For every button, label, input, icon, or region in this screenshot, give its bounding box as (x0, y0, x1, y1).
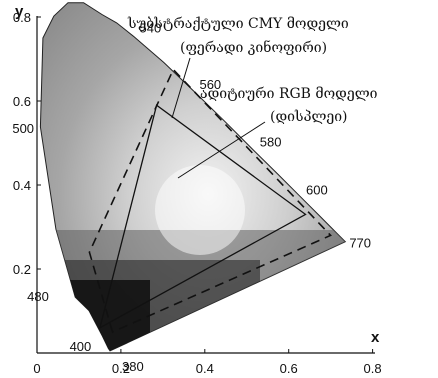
wavelength-label: 380 (122, 359, 144, 374)
x-axis-label: x (371, 329, 380, 346)
wavelength-label: 540 (139, 20, 161, 35)
wavelength-label: 480 (27, 289, 49, 304)
rgb-gamut-outline (98, 104, 307, 330)
cmy-annotation-line2: (ფერადი კინოფირი) (180, 38, 327, 56)
y-tick-label: 0.8 (13, 10, 31, 25)
y-tick-label: 0.4 (13, 178, 31, 193)
wavelength-label: 770 (349, 236, 371, 251)
wavelength-label: 400 (70, 339, 92, 354)
cmy-gamut-outline (88, 68, 332, 334)
cmy-annotation-pointer (171, 57, 191, 119)
x-tick-label: 0.4 (196, 361, 214, 376)
x-tick-label: 0.6 (280, 361, 298, 376)
x-tick-label: 0 (33, 361, 40, 376)
y-tick-label: 0.6 (13, 94, 31, 109)
wavelength-label: 600 (306, 182, 328, 197)
wavelength-label: 560 (199, 77, 221, 92)
x-tick-label: 0.8 (364, 361, 382, 376)
y-tick-label: 0.2 (13, 262, 31, 277)
wavelength-label: 520 (24, 0, 46, 2)
rgb-annotation-line1: ადიტიური RGB მოდელი (200, 85, 378, 102)
rgb-annotation-pointer (177, 121, 266, 179)
wavelength-label: 580 (260, 134, 282, 149)
x-tick-label: 0.2 (112, 361, 130, 376)
y-axis-label: y (15, 3, 24, 20)
wavelength-label: 500 (12, 121, 34, 136)
rgb-annotation-line2: (დისპლეი) (270, 108, 348, 125)
cmy-annotation-line1: სუბსტრაქტული CMY მოდელი (127, 15, 349, 32)
